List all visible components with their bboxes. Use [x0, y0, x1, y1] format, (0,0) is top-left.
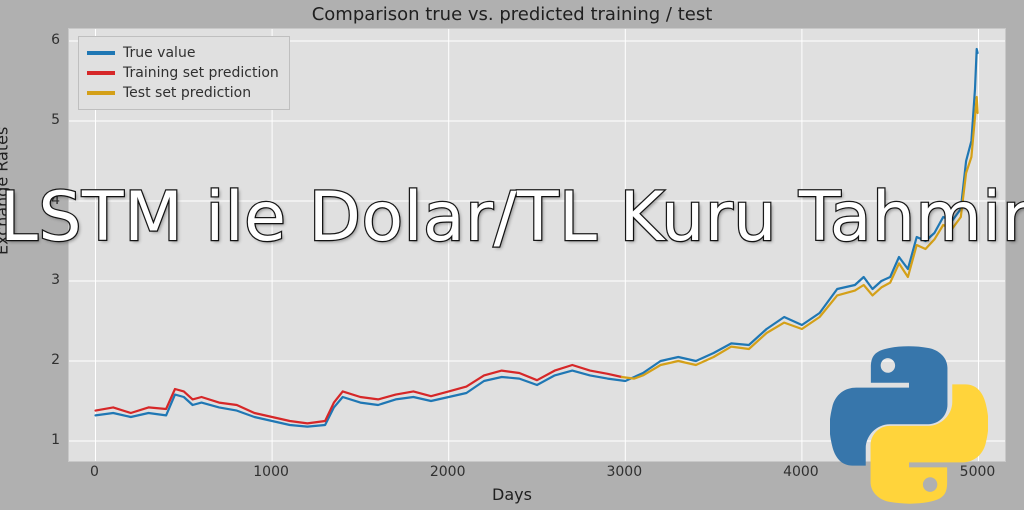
x-tick-label: 3000 — [606, 464, 642, 480]
y-tick-label: 3 — [20, 272, 60, 288]
y-tick-label: 5 — [20, 112, 60, 128]
y-tick-label: 2 — [20, 352, 60, 368]
overlay-headline: LSTM ile Dolar/TL Kuru Tahmini — [0, 178, 1024, 257]
figure: Comparison true vs. predicted training /… — [0, 0, 1024, 510]
x-tick-label: 0 — [90, 464, 99, 480]
legend-swatch-train — [87, 71, 115, 75]
legend-label: Test set prediction — [123, 83, 251, 103]
legend-swatch-test — [87, 91, 115, 95]
legend-item-test: Test set prediction — [87, 83, 279, 103]
x-tick-label: 4000 — [783, 464, 819, 480]
legend-label: True value — [123, 43, 195, 63]
chart-title: Comparison true vs. predicted training /… — [0, 4, 1024, 25]
python-logo-icon — [830, 346, 988, 504]
legend-item-true: True value — [87, 43, 279, 63]
legend-item-train: Training set prediction — [87, 63, 279, 83]
x-tick-label: 2000 — [430, 464, 466, 480]
y-tick-label: 6 — [20, 32, 60, 48]
legend-swatch-true — [87, 51, 115, 55]
legend-label: Training set prediction — [123, 63, 279, 83]
y-tick-label: 1 — [20, 432, 60, 448]
x-tick-label: 1000 — [253, 464, 289, 480]
legend: True value Training set prediction Test … — [78, 36, 290, 110]
